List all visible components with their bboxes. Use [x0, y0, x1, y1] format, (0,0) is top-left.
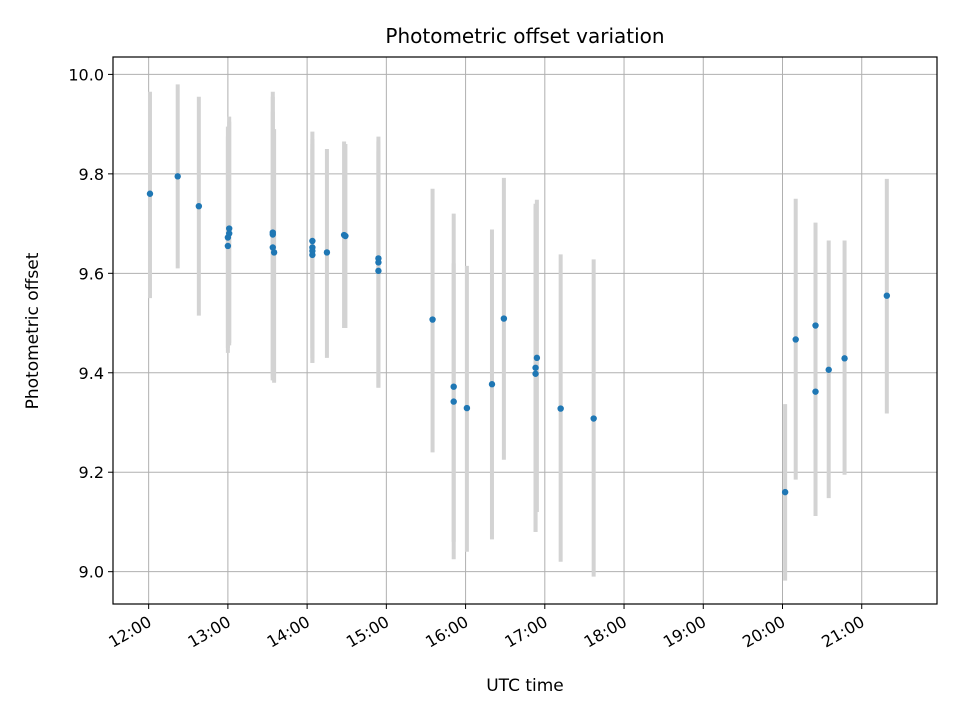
y-tick-label: 9.4 — [79, 364, 104, 383]
y-tick-label: 9.8 — [79, 165, 104, 184]
data-point — [500, 315, 508, 322]
y-tick-label: 9.2 — [79, 463, 104, 482]
data-point — [342, 232, 349, 240]
chart-title: Photometric offset variation — [385, 24, 664, 48]
data-point — [883, 292, 891, 299]
data-point — [146, 190, 154, 197]
data-point — [825, 366, 832, 373]
data-point — [226, 225, 233, 232]
data-point — [533, 354, 541, 362]
data-point — [195, 202, 203, 210]
data-point — [781, 488, 789, 496]
data-point — [224, 242, 232, 250]
x-axis-label: UTC time — [486, 676, 564, 696]
data-point — [269, 231, 276, 238]
data-point — [488, 381, 496, 388]
data-point — [590, 415, 597, 422]
data-point — [375, 259, 382, 266]
grid-lines — [113, 57, 937, 604]
data-point — [323, 249, 331, 256]
data-point — [532, 370, 539, 377]
data-point — [812, 322, 819, 329]
data-point — [224, 234, 232, 241]
y-tick-label: 9.0 — [79, 563, 104, 582]
data-point — [269, 244, 276, 251]
data-point — [463, 404, 471, 412]
y-axis-ticks: 9.0 9.2 9.4 9.6 9.8 10.0 — [68, 65, 113, 582]
data-point — [812, 388, 819, 395]
y-tick-label: 10.0 — [68, 65, 104, 84]
data-point — [375, 267, 382, 275]
data-point — [557, 405, 564, 412]
data-point — [309, 251, 316, 259]
data-point — [429, 316, 436, 323]
data-point — [450, 383, 457, 390]
data-point — [841, 355, 848, 362]
data-point — [270, 249, 278, 256]
plot-frame — [112, 56, 938, 605]
y-tick-label: 9.6 — [79, 264, 104, 283]
data-point — [532, 364, 539, 371]
data-point — [792, 336, 799, 343]
y-axis-label: Photometric offset — [23, 252, 43, 409]
data-point — [450, 398, 457, 405]
data-point — [174, 173, 181, 180]
data-point — [309, 237, 316, 245]
data-points — [146, 173, 891, 496]
